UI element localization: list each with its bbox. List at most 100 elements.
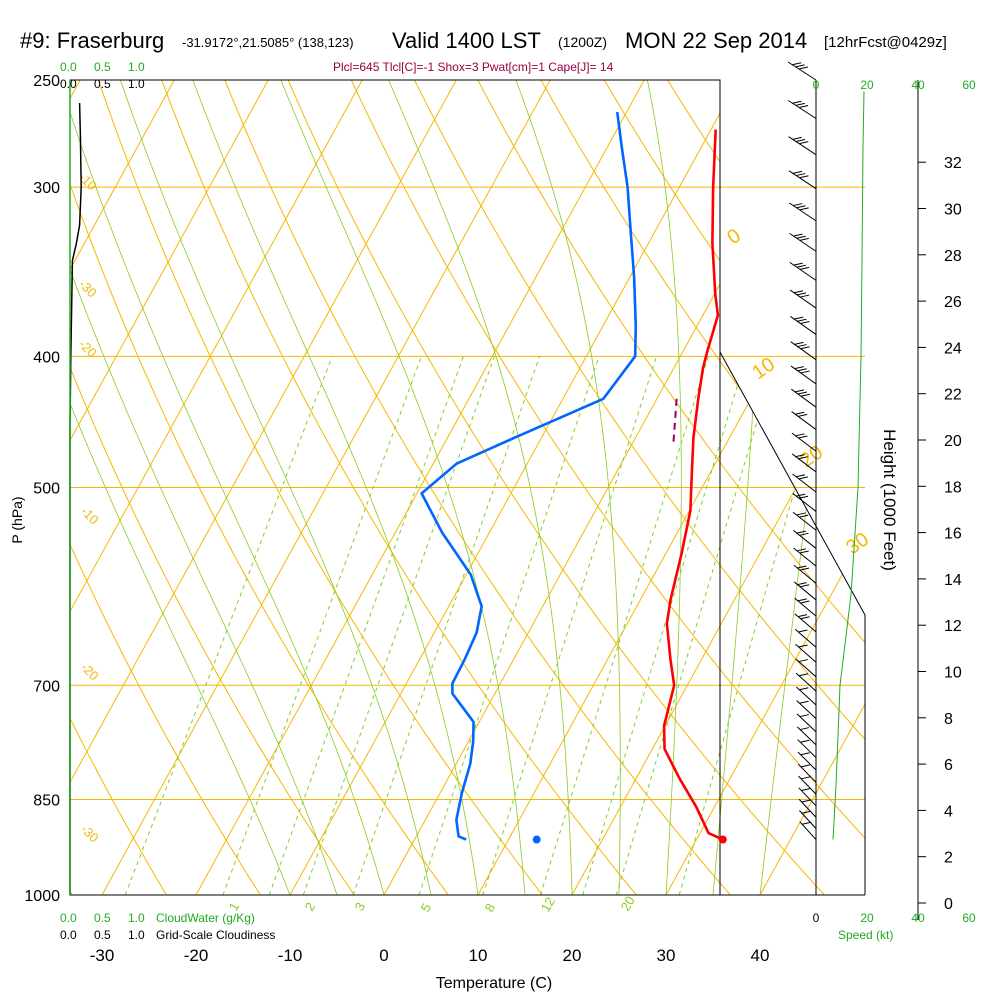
cloudiness-bottom-tick: 0.5 (94, 928, 111, 942)
wind-barb (794, 597, 817, 617)
title-date: MON 22 Sep 2014 (625, 28, 807, 53)
dry-adiabat-line (856, 80, 865, 895)
height-tick-label: 6 (944, 757, 953, 774)
pressure-tick-label: 850 (33, 792, 60, 809)
cloudiness-top-tick: 0.5 (94, 77, 111, 91)
pressure-tick-label: 700 (33, 678, 60, 695)
title-station: #9: Fraserburg (20, 28, 164, 53)
cloudiness-label: Grid-Scale Cloudiness (156, 928, 275, 942)
height-tick-label: 12 (944, 618, 962, 635)
cloudwater-bottom-tick: 0.5 (94, 911, 111, 925)
cloudwater-bottom-tick: 0.0 (60, 911, 77, 925)
cloudwater-top-tick: 1.0 (128, 60, 145, 74)
cloudwater-bottom-tick: 1.0 (128, 911, 145, 925)
mixing-ratio-label: 5 (418, 901, 435, 915)
wind-barb (789, 232, 817, 252)
height-tick-label: 32 (944, 155, 962, 172)
title-forecast: [12hrFcst@0429z] (824, 34, 947, 51)
wind-barb (787, 61, 817, 81)
isotherm-label: -20 (76, 337, 100, 361)
cloudiness-top-tick: 1.0 (128, 77, 145, 91)
wind-barb (791, 453, 817, 473)
mixing-ratio-line (539, 356, 709, 895)
moist-adiabat-line (388, 80, 573, 895)
speed-bottom-tick: 20 (860, 911, 874, 925)
mixing-ratio-label: 20 (618, 893, 638, 913)
temperature-tick-label: 10 (469, 946, 488, 965)
moist-adiabat-line (515, 80, 621, 895)
dry-adiabat-line (97, 80, 543, 895)
mixing-ratio-line (482, 356, 658, 895)
speed-bottom-tick: 60 (962, 911, 976, 925)
isotherm-label: -20 (78, 660, 102, 684)
isotherm-line (70, 80, 175, 895)
temperature-tick-label: 40 (751, 946, 770, 965)
isotherm-label: -30 (78, 822, 102, 846)
wind-barb (796, 713, 817, 733)
y-axis-label: P (hPa) (9, 496, 25, 543)
wind-barb (792, 511, 817, 531)
pressure-tick-label: 400 (33, 349, 60, 366)
height-tick-label: 22 (944, 387, 962, 404)
mixing-ratio-label: 2 (302, 900, 319, 914)
temperature-tick-label: 30 (657, 946, 676, 965)
wind-barb (793, 530, 817, 549)
height-tick-label: 8 (944, 711, 953, 728)
isotherm-label: 0 (723, 225, 745, 249)
isotherm-line (289, 80, 739, 895)
wind-barb (789, 289, 817, 309)
title-zulu: (1200Z) (558, 34, 607, 50)
cloud-bottom-axis: 0.0 0.5 1.0 0.0 0.5 1.0 (60, 911, 145, 942)
indices-line: Plcl=645 Tlcl[C]=-1 Shox=3 Pwat[cm]=1 Ca… (333, 60, 614, 74)
mixing-ratio-labels: 1 2 3 5 8 12 20 (226, 893, 638, 914)
wind-barb (797, 751, 817, 771)
isotherm-line (665, 80, 865, 895)
dry-adiabat-line (350, 80, 865, 895)
isotherm-label: -30 (76, 277, 100, 301)
pressure-tick-label: 500 (33, 481, 60, 498)
wind-barb (798, 787, 817, 807)
dry-adiabat-line (984, 80, 1000, 895)
isotherm-line (70, 80, 457, 895)
dry-adiabat-line (70, 80, 449, 895)
speed-label: Speed (kt) (838, 928, 893, 942)
isotherm-label: 10 (748, 353, 779, 384)
pressure-tick-label: 300 (33, 180, 60, 197)
wind-barb (794, 613, 817, 633)
wind-barb (790, 316, 817, 335)
height-tick-label: 10 (944, 665, 962, 682)
isotherm-line (759, 80, 865, 895)
mixing-ratio-label: 8 (482, 901, 499, 915)
wind-barb (796, 686, 817, 706)
wind-barb (788, 170, 817, 190)
mixing-ratio-line (268, 356, 464, 895)
wind-barb (797, 763, 817, 783)
cloudwater-label: CloudWater (g/Kg) (156, 911, 255, 925)
height-tick-label: 28 (944, 248, 962, 265)
cloudwater-top-tick: 0.5 (94, 60, 111, 74)
mixing-ratio-label: 3 (352, 900, 369, 914)
cloudiness-bottom-tick: 1.0 (128, 928, 145, 942)
wind-barb (797, 739, 817, 758)
wind-barb (790, 365, 817, 385)
mixing-ratio-label: 12 (538, 894, 558, 914)
height-tick-label: 4 (944, 803, 953, 820)
temperature-tick-label: -20 (184, 946, 209, 965)
height-tick-label: 0 (944, 896, 953, 913)
wind-barb (791, 388, 817, 408)
dry-adiabat-line (70, 80, 355, 895)
wind-barb (795, 672, 817, 692)
mixing-ratio-line (124, 356, 333, 895)
dry-adiabat-line (540, 80, 865, 895)
height-tick-label: 26 (944, 294, 962, 311)
dry-adiabat-line (414, 80, 865, 895)
dry-adiabat-line (70, 80, 167, 895)
mixing-ratio-line (418, 356, 600, 895)
wind-barb (793, 581, 817, 601)
title-valid: Valid 1400 LST (392, 28, 541, 53)
cloud-top-axis: 0.0 0.5 1.0 0.0 0.5 1.0 (60, 60, 145, 91)
isotherm-line (70, 80, 269, 895)
